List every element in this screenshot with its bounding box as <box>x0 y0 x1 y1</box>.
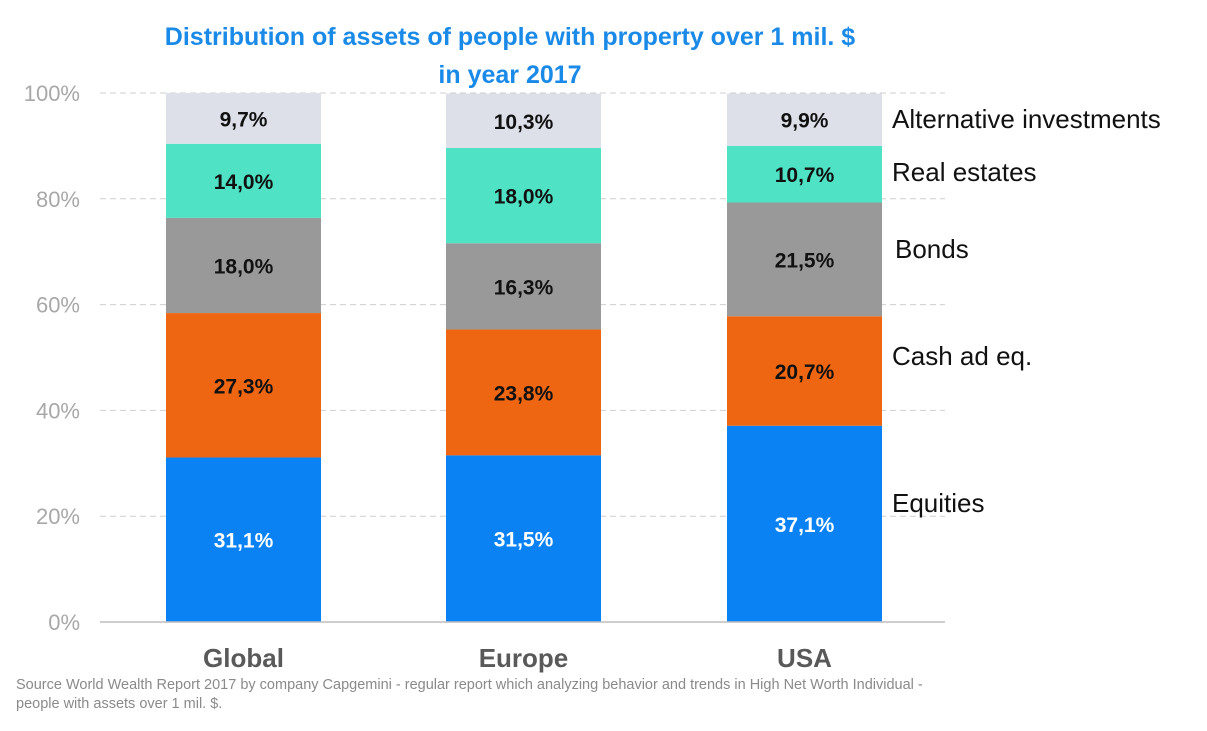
y-tick-label: 40% <box>36 398 80 423</box>
y-tick-label: 20% <box>36 504 80 529</box>
bar-segment <box>446 93 601 149</box>
data-label: 21,5% <box>775 249 835 272</box>
legend-label: Alternative investments <box>892 104 1161 134</box>
y-tick-label: 60% <box>36 293 80 318</box>
x-category-label: Global <box>203 643 284 673</box>
data-label: 27,3% <box>214 375 274 398</box>
source-line-1: Source World Wealth Report 2017 by compa… <box>16 677 923 693</box>
y-tick-label: 0% <box>48 610 80 635</box>
bar-segment <box>166 457 321 622</box>
x-category-label: Europe <box>479 643 569 673</box>
bar-segment <box>727 93 882 146</box>
data-label: 20,7% <box>775 361 835 384</box>
bar-segment <box>446 329 601 456</box>
bar-segment <box>727 202 882 317</box>
data-label: 9,9% <box>781 110 829 133</box>
bar-segment <box>727 316 882 426</box>
data-label: 23,8% <box>494 382 554 405</box>
data-label: 16,3% <box>494 276 554 299</box>
bar-segment <box>727 425 882 622</box>
bar-segment <box>166 143 321 218</box>
bar-segment <box>166 93 321 144</box>
data-label: 18,0% <box>494 186 554 209</box>
bar-segment <box>166 217 321 314</box>
chart-subtitle: in year 2017 <box>438 61 582 89</box>
legend-label: Equities <box>892 488 985 518</box>
data-label: 18,0% <box>214 255 274 278</box>
bar-segment <box>446 455 601 622</box>
source-line-2: people with assets over 1 mil. $. <box>16 696 223 712</box>
bar-segment <box>166 313 321 458</box>
data-label: 37,1% <box>775 514 835 537</box>
data-label: 10,3% <box>494 111 554 134</box>
data-label: 10,7% <box>775 164 835 187</box>
data-label: 9,7% <box>220 108 268 131</box>
y-tick-label: 100% <box>24 81 80 106</box>
legend-label: Real estates <box>892 157 1037 187</box>
legend-label: Cash ad eq. <box>892 341 1032 371</box>
chart-title-line1: Distribution of assets of people with pr… <box>164 23 856 51</box>
bar-segment <box>446 243 601 330</box>
data-label: 31,5% <box>494 529 554 552</box>
data-label: 14,0% <box>214 171 274 194</box>
chart-title: Distribution of assets of people with pr… <box>0 18 1020 94</box>
legend-label: Bonds <box>895 234 969 264</box>
bar-segment <box>446 148 601 244</box>
source-note: Source World Wealth Report 2017 by compa… <box>16 676 1096 714</box>
y-tick-label: 80% <box>36 187 80 212</box>
bar-segment <box>727 145 882 203</box>
x-category-label: USA <box>777 643 832 673</box>
data-label: 31,1% <box>214 530 274 553</box>
